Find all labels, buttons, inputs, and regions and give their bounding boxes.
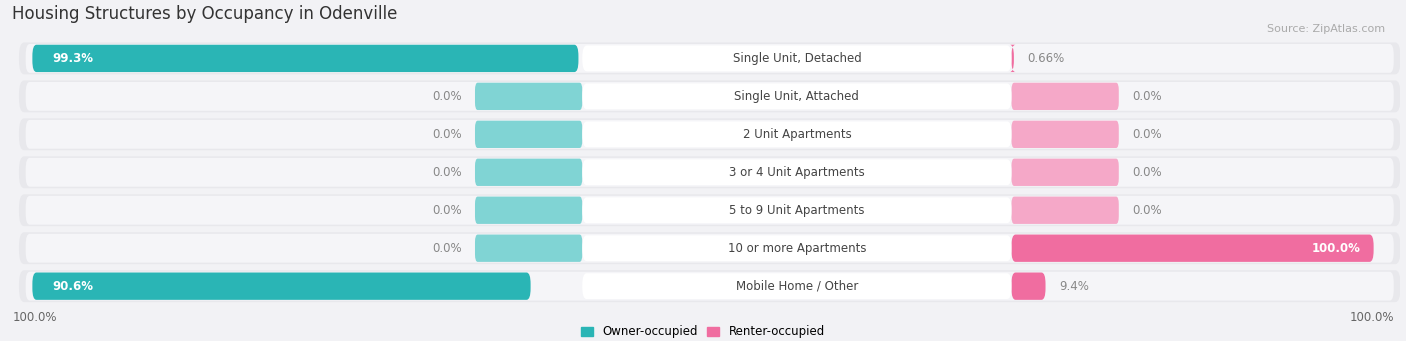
FancyBboxPatch shape <box>582 84 1011 109</box>
FancyBboxPatch shape <box>582 197 1011 223</box>
Text: 0.0%: 0.0% <box>1132 166 1161 179</box>
FancyBboxPatch shape <box>475 83 582 110</box>
FancyBboxPatch shape <box>1011 196 1119 224</box>
FancyBboxPatch shape <box>18 118 1400 150</box>
FancyBboxPatch shape <box>32 45 578 72</box>
Text: Source: ZipAtlas.com: Source: ZipAtlas.com <box>1267 24 1385 34</box>
FancyBboxPatch shape <box>582 273 1011 299</box>
Text: 9.4%: 9.4% <box>1059 280 1088 293</box>
Text: 0.0%: 0.0% <box>432 90 461 103</box>
Text: Single Unit, Detached: Single Unit, Detached <box>733 52 862 65</box>
Text: 100.0%: 100.0% <box>1350 311 1393 324</box>
FancyBboxPatch shape <box>18 232 1400 264</box>
FancyBboxPatch shape <box>475 235 582 262</box>
Text: 99.3%: 99.3% <box>52 52 93 65</box>
Text: 5 to 9 Unit Apartments: 5 to 9 Unit Apartments <box>730 204 865 217</box>
Text: 0.0%: 0.0% <box>432 242 461 255</box>
FancyBboxPatch shape <box>25 272 1393 301</box>
Text: 100.0%: 100.0% <box>13 311 56 324</box>
FancyBboxPatch shape <box>18 42 1400 74</box>
FancyBboxPatch shape <box>475 121 582 148</box>
Text: Single Unit, Attached: Single Unit, Attached <box>734 90 859 103</box>
FancyBboxPatch shape <box>475 196 582 224</box>
Text: 0.0%: 0.0% <box>1132 128 1161 141</box>
FancyBboxPatch shape <box>32 272 530 300</box>
FancyBboxPatch shape <box>25 196 1393 225</box>
FancyBboxPatch shape <box>1011 83 1119 110</box>
FancyBboxPatch shape <box>582 45 1011 71</box>
FancyBboxPatch shape <box>18 156 1400 188</box>
Text: Mobile Home / Other: Mobile Home / Other <box>735 280 858 293</box>
FancyBboxPatch shape <box>25 82 1393 111</box>
FancyBboxPatch shape <box>1011 121 1119 148</box>
Text: 90.6%: 90.6% <box>52 280 93 293</box>
Text: 100.0%: 100.0% <box>1312 242 1360 255</box>
Text: 0.0%: 0.0% <box>1132 204 1161 217</box>
FancyBboxPatch shape <box>25 44 1393 73</box>
FancyBboxPatch shape <box>1011 159 1119 186</box>
Text: 0.0%: 0.0% <box>432 204 461 217</box>
Text: 10 or more Apartments: 10 or more Apartments <box>728 242 866 255</box>
FancyBboxPatch shape <box>18 270 1400 302</box>
Text: 0.0%: 0.0% <box>432 128 461 141</box>
Text: 0.0%: 0.0% <box>432 166 461 179</box>
FancyBboxPatch shape <box>1010 45 1015 72</box>
FancyBboxPatch shape <box>18 80 1400 112</box>
FancyBboxPatch shape <box>25 158 1393 187</box>
FancyBboxPatch shape <box>582 159 1011 185</box>
FancyBboxPatch shape <box>582 235 1011 261</box>
FancyBboxPatch shape <box>25 120 1393 149</box>
Legend: Owner-occupied, Renter-occupied: Owner-occupied, Renter-occupied <box>581 325 825 338</box>
Text: Housing Structures by Occupancy in Odenville: Housing Structures by Occupancy in Odenv… <box>13 5 398 24</box>
Text: 0.66%: 0.66% <box>1028 52 1064 65</box>
FancyBboxPatch shape <box>18 194 1400 226</box>
Text: 0.0%: 0.0% <box>1132 90 1161 103</box>
Text: 2 Unit Apartments: 2 Unit Apartments <box>742 128 851 141</box>
FancyBboxPatch shape <box>1011 235 1374 262</box>
FancyBboxPatch shape <box>475 159 582 186</box>
FancyBboxPatch shape <box>1011 272 1046 300</box>
Text: 3 or 4 Unit Apartments: 3 or 4 Unit Apartments <box>730 166 865 179</box>
FancyBboxPatch shape <box>582 121 1011 147</box>
FancyBboxPatch shape <box>25 234 1393 263</box>
